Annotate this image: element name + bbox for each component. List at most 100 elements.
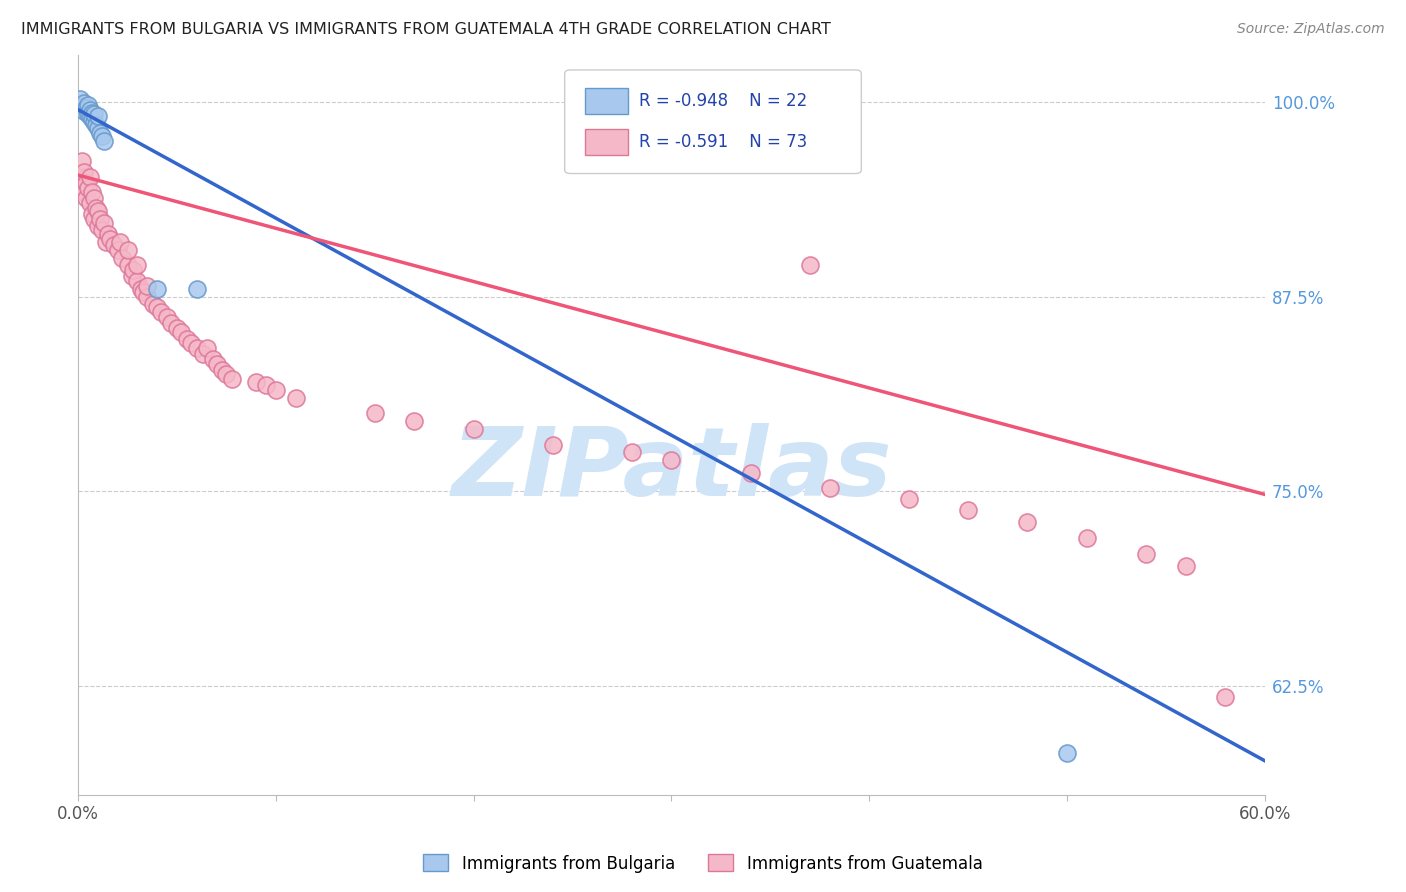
Point — [1135, 547, 1157, 561]
Point — [84, 118, 107, 132]
Point — [117, 243, 139, 257]
Point — [201, 351, 224, 366]
Point — [404, 414, 426, 428]
Point — [1174, 559, 1197, 574]
Point — [94, 235, 117, 249]
Point — [80, 112, 103, 126]
Point — [142, 297, 165, 311]
Point — [73, 185, 96, 199]
Point — [146, 282, 169, 296]
Point — [1213, 690, 1236, 704]
Point — [93, 134, 115, 148]
Point — [79, 169, 101, 184]
Point — [1017, 516, 1039, 530]
Point — [73, 96, 96, 111]
FancyBboxPatch shape — [585, 88, 627, 114]
Point — [136, 289, 159, 303]
Point — [83, 115, 105, 129]
Point — [69, 173, 91, 187]
Point — [160, 316, 183, 330]
Point — [264, 383, 287, 397]
Point — [215, 368, 238, 382]
Point — [122, 263, 145, 277]
Text: R = -0.591    N = 73: R = -0.591 N = 73 — [640, 133, 807, 151]
Point — [89, 211, 111, 226]
Point — [73, 165, 96, 179]
Point — [150, 305, 173, 319]
Point — [77, 107, 100, 121]
Point — [146, 301, 169, 315]
Point — [661, 453, 683, 467]
Point — [136, 278, 159, 293]
Point — [107, 243, 129, 257]
Point — [117, 259, 139, 273]
Point — [77, 98, 100, 112]
Point — [70, 154, 93, 169]
Point — [77, 180, 100, 194]
Point — [170, 326, 193, 340]
Point — [463, 422, 485, 436]
Point — [108, 235, 131, 249]
Point — [93, 216, 115, 230]
Point — [103, 238, 125, 252]
Point — [98, 232, 121, 246]
Point — [79, 103, 101, 117]
Point — [89, 126, 111, 140]
Point — [364, 406, 387, 420]
Point — [740, 466, 762, 480]
Point — [75, 191, 97, 205]
Point — [221, 372, 243, 386]
Point — [87, 121, 110, 136]
Point — [254, 378, 277, 392]
Point — [69, 92, 91, 106]
Text: ZIPatlas: ZIPatlas — [451, 423, 891, 516]
Point — [166, 320, 188, 334]
FancyBboxPatch shape — [585, 129, 627, 155]
Point — [87, 203, 110, 218]
Point — [1076, 531, 1098, 545]
Point — [186, 282, 208, 296]
Point — [79, 109, 101, 123]
Point — [80, 207, 103, 221]
Point — [180, 336, 202, 351]
Point — [87, 109, 110, 123]
Point — [80, 185, 103, 199]
Point — [1056, 746, 1078, 760]
Point — [131, 282, 153, 296]
Text: R = -0.948    N = 22: R = -0.948 N = 22 — [640, 92, 807, 110]
Point — [156, 310, 179, 324]
FancyBboxPatch shape — [565, 70, 862, 174]
Point — [83, 107, 105, 121]
Point — [818, 481, 841, 495]
Point — [211, 363, 233, 377]
Point — [957, 503, 980, 517]
Point — [87, 219, 110, 234]
Point — [111, 251, 134, 265]
Point — [84, 201, 107, 215]
Point — [186, 341, 208, 355]
Point — [80, 105, 103, 120]
Point — [83, 191, 105, 205]
Point — [70, 99, 93, 113]
Point — [73, 104, 96, 119]
Legend: Immigrants from Bulgaria, Immigrants from Guatemala: Immigrants from Bulgaria, Immigrants fro… — [416, 847, 990, 880]
Text: IMMIGRANTS FROM BULGARIA VS IMMIGRANTS FROM GUATEMALA 4TH GRADE CORRELATION CHAR: IMMIGRANTS FROM BULGARIA VS IMMIGRANTS F… — [21, 22, 831, 37]
Point — [191, 347, 214, 361]
Point — [897, 492, 920, 507]
Point — [245, 376, 267, 390]
Point — [90, 129, 112, 144]
Point — [620, 445, 643, 459]
Point — [799, 259, 821, 273]
Point — [127, 274, 149, 288]
Point — [79, 196, 101, 211]
Point — [541, 437, 564, 451]
Text: Source: ZipAtlas.com: Source: ZipAtlas.com — [1237, 22, 1385, 37]
Point — [83, 211, 105, 226]
Point — [195, 341, 218, 355]
Point — [284, 391, 307, 405]
Point — [132, 285, 155, 299]
Point — [75, 176, 97, 190]
Point — [121, 269, 143, 284]
Point — [176, 332, 198, 346]
Point — [205, 357, 228, 371]
